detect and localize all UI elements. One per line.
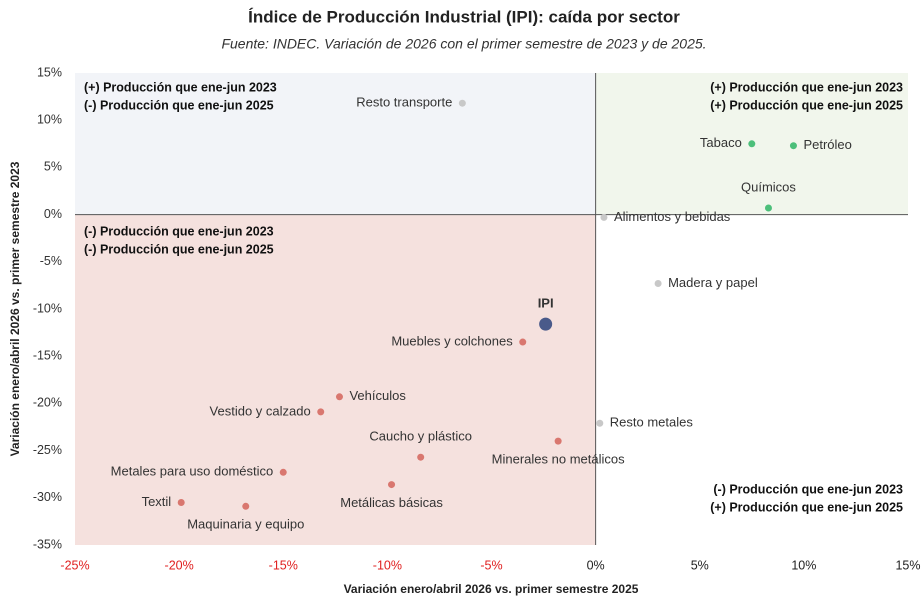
point [600, 213, 608, 221]
y-tick-label: -5% [40, 254, 62, 268]
y-tick-label: -20% [33, 396, 62, 410]
quadrant [75, 214, 596, 545]
x-tick-label: 15% [895, 558, 920, 572]
point [335, 393, 343, 401]
point-label: Resto metales [610, 415, 694, 430]
quadrant-label: (-) Producción que ene-jun 2023 [84, 224, 274, 238]
quadrant-label: (-) Producción que ene-jun 2025 [84, 98, 274, 112]
point [554, 437, 562, 445]
point [458, 99, 466, 107]
point-label: Maquinaria y equipo [187, 517, 304, 532]
point [748, 140, 756, 148]
x-tick-label: -20% [165, 558, 194, 572]
point [789, 142, 797, 150]
point-label: Madera y papel [668, 275, 758, 290]
point [242, 502, 250, 510]
y-tick-label: -15% [33, 348, 62, 362]
y-tick-label: 10% [37, 112, 62, 126]
point-label: Minerales no metálicos [492, 452, 625, 467]
point-label: Petróleo [803, 137, 851, 152]
point [596, 419, 604, 427]
point [279, 468, 287, 476]
y-tick-label: -30% [33, 490, 62, 504]
point-label: IPI [538, 296, 554, 311]
point-label: Tabaco [700, 135, 742, 150]
y-axis-title: Variación enero/abril 2026 vs. primer se… [8, 161, 22, 456]
y-tick-label: -10% [33, 301, 62, 315]
quadrant-label: (+) Producción que ene-jun 2023 [710, 80, 903, 94]
point-label: Vehículos [349, 388, 406, 403]
point-label: Alimentos y bebidas [614, 209, 731, 224]
y-tick-label: 15% [37, 65, 62, 79]
x-tick-label: 0% [587, 558, 605, 572]
x-tick-label: -10% [373, 558, 402, 572]
point-label: Textil [142, 494, 172, 509]
chart-title: Índice de Producción Industrial (IPI): c… [248, 7, 680, 26]
x-tick-label: 5% [691, 558, 709, 572]
point [417, 453, 425, 461]
point [177, 499, 185, 507]
x-tick-label: -15% [269, 558, 298, 572]
x-axis-title: Variación enero/abril 2026 vs. primer se… [344, 582, 639, 596]
quadrant-label: (+) Producción que ene-jun 2025 [710, 500, 903, 514]
quadrant [595, 214, 908, 545]
point [519, 338, 527, 346]
point-label: Muebles y colchones [391, 333, 513, 348]
chart-subtitle: Fuente: INDEC. Variación de 2026 con el … [221, 36, 706, 52]
y-tick-label: 0% [44, 207, 62, 221]
point [539, 317, 553, 331]
y-tick-label: 5% [44, 160, 62, 174]
point-label: Químicos [741, 179, 796, 194]
point-label: Metales para uso doméstico [111, 464, 274, 479]
point-label: Vestido y calzado [210, 403, 311, 418]
point-label: Metálicas básicas [340, 495, 443, 510]
quadrant-label: (-) Producción que ene-jun 2023 [713, 482, 903, 496]
x-tick-label: -5% [480, 558, 502, 572]
quadrant [75, 73, 596, 215]
point [317, 408, 325, 416]
x-tick-label: 10% [791, 558, 816, 572]
point [388, 481, 396, 489]
quadrant-label: (-) Producción que ene-jun 2025 [84, 242, 274, 256]
y-tick-label: -25% [33, 443, 62, 457]
x-tick-label: -25% [60, 558, 89, 572]
point-label: Caucho y plástico [369, 429, 472, 444]
point-label: Resto transporte [356, 95, 452, 110]
quadrant-label: (+) Producción que ene-jun 2025 [710, 98, 903, 112]
quadrant-label: (+) Producción que ene-jun 2023 [84, 80, 277, 94]
point [654, 280, 662, 288]
point [764, 204, 772, 212]
y-tick-label: -35% [33, 537, 62, 551]
